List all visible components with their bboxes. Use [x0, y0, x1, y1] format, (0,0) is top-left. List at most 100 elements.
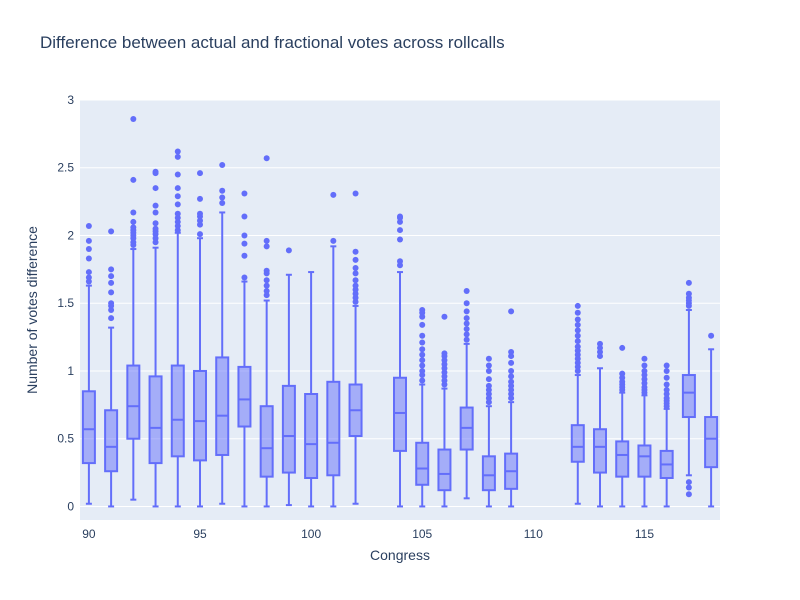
- outlier-point: [685, 484, 692, 491]
- box-iqr: [304, 393, 319, 479]
- outlier-point: [263, 282, 270, 289]
- outlier-point: [241, 274, 248, 281]
- box-congress-100: [304, 271, 319, 508]
- outlier-point: [174, 148, 181, 155]
- outlier-point: [352, 190, 359, 197]
- outlier-point: [219, 187, 226, 194]
- outlier-point: [485, 376, 492, 383]
- outlier-point: [108, 273, 115, 280]
- outlier-point: [352, 265, 359, 271]
- box-congress-93: [148, 168, 163, 508]
- outlier-point: [574, 321, 581, 328]
- outlier-point: [85, 223, 92, 229]
- outlier-point: [463, 315, 470, 322]
- outlier-point: [174, 153, 181, 160]
- outlier-point: [130, 209, 137, 216]
- box-iqr: [593, 428, 607, 474]
- outlier-point: [419, 346, 426, 353]
- outlier-point: [85, 246, 92, 253]
- outlier-point: [619, 370, 626, 377]
- outlier-point: [108, 289, 115, 296]
- outlier-point: [485, 382, 492, 389]
- outlier-point: [219, 199, 226, 206]
- box-iqr: [170, 364, 185, 458]
- outlier-point: [419, 307, 426, 313]
- box-iqr: [259, 405, 274, 478]
- outlier-point: [108, 228, 115, 235]
- outlier-point: [463, 288, 470, 295]
- outlier-point: [85, 269, 92, 276]
- outlier-point: [419, 367, 426, 374]
- outlier-point: [108, 315, 115, 322]
- box-congress-115: [637, 355, 652, 508]
- outlier-point: [197, 195, 203, 202]
- outlier-point: [108, 300, 115, 307]
- x-axis-title: Congress: [370, 547, 430, 563]
- outlier-point: [174, 210, 181, 217]
- x-axis-ticks: 90 95 100 105 110 115: [82, 527, 654, 541]
- x-tick-label: 95: [193, 527, 207, 541]
- outlier-point: [174, 185, 181, 192]
- outlier-point: [352, 282, 359, 289]
- outlier-point: [463, 336, 470, 343]
- box-congress-104: [393, 213, 407, 508]
- outlier-point: [397, 213, 403, 220]
- outlier-point: [108, 279, 115, 286]
- box-congress-117: [681, 279, 696, 498]
- outlier-point: [152, 220, 159, 227]
- outlier-point: [352, 277, 359, 284]
- box-iqr: [704, 416, 719, 469]
- outlier-point: [574, 316, 581, 323]
- outlier-point: [330, 237, 337, 244]
- box-iqr: [281, 384, 296, 474]
- outlier-point: [241, 213, 248, 220]
- box-congress-106: [437, 313, 452, 508]
- box-iqr: [437, 448, 452, 492]
- box-congress-92: [126, 115, 141, 501]
- outlier-point: [130, 224, 137, 231]
- outlier-point: [663, 374, 670, 381]
- outlier-point: [152, 225, 159, 232]
- outlier-point: [574, 302, 581, 309]
- outlier-point: [352, 248, 359, 255]
- x-tick-label: 115: [635, 527, 654, 541]
- y-axis-title: Number of votes difference: [24, 226, 40, 394]
- box-iqr: [215, 356, 230, 456]
- outlier-point: [263, 277, 270, 284]
- outlier-point: [174, 193, 181, 200]
- box-iqr: [104, 409, 119, 473]
- outlier-point: [352, 270, 359, 277]
- x-tick-label: 90: [82, 527, 96, 541]
- box-congress-112: [570, 302, 585, 505]
- outlier-point: [419, 339, 426, 346]
- box-iqr: [148, 375, 163, 465]
- outlier-point: [463, 320, 470, 327]
- box-congress-108: [481, 355, 496, 508]
- box-iqr: [481, 455, 496, 492]
- box-congress-90: [81, 223, 96, 505]
- outlier-point: [419, 332, 426, 339]
- y-tick-label: 1: [67, 364, 74, 378]
- box-congress-96: [215, 162, 230, 505]
- outlier-point: [397, 258, 403, 265]
- outlier-point: [619, 344, 626, 351]
- chart-title: Difference between actual and fractional…: [40, 33, 505, 52]
- box-congress-95: [193, 170, 207, 508]
- box-iqr: [193, 369, 207, 462]
- box-iqr: [415, 441, 430, 486]
- outlier-point: [685, 279, 692, 286]
- outlier-point: [485, 362, 492, 369]
- box-congress-102: [348, 190, 363, 505]
- outlier-point: [574, 309, 581, 316]
- box-iqr: [681, 374, 696, 419]
- outlier-point: [419, 362, 426, 369]
- outlier-point: [197, 170, 203, 177]
- x-tick-label: 105: [412, 527, 432, 541]
- outlier-point: [152, 209, 159, 216]
- outlier-point: [685, 290, 692, 297]
- outlier-point: [663, 362, 670, 369]
- outlier-point: [397, 227, 403, 234]
- box-congress-91: [104, 228, 119, 508]
- outlier-point: [574, 332, 581, 339]
- outlier-point: [285, 247, 292, 254]
